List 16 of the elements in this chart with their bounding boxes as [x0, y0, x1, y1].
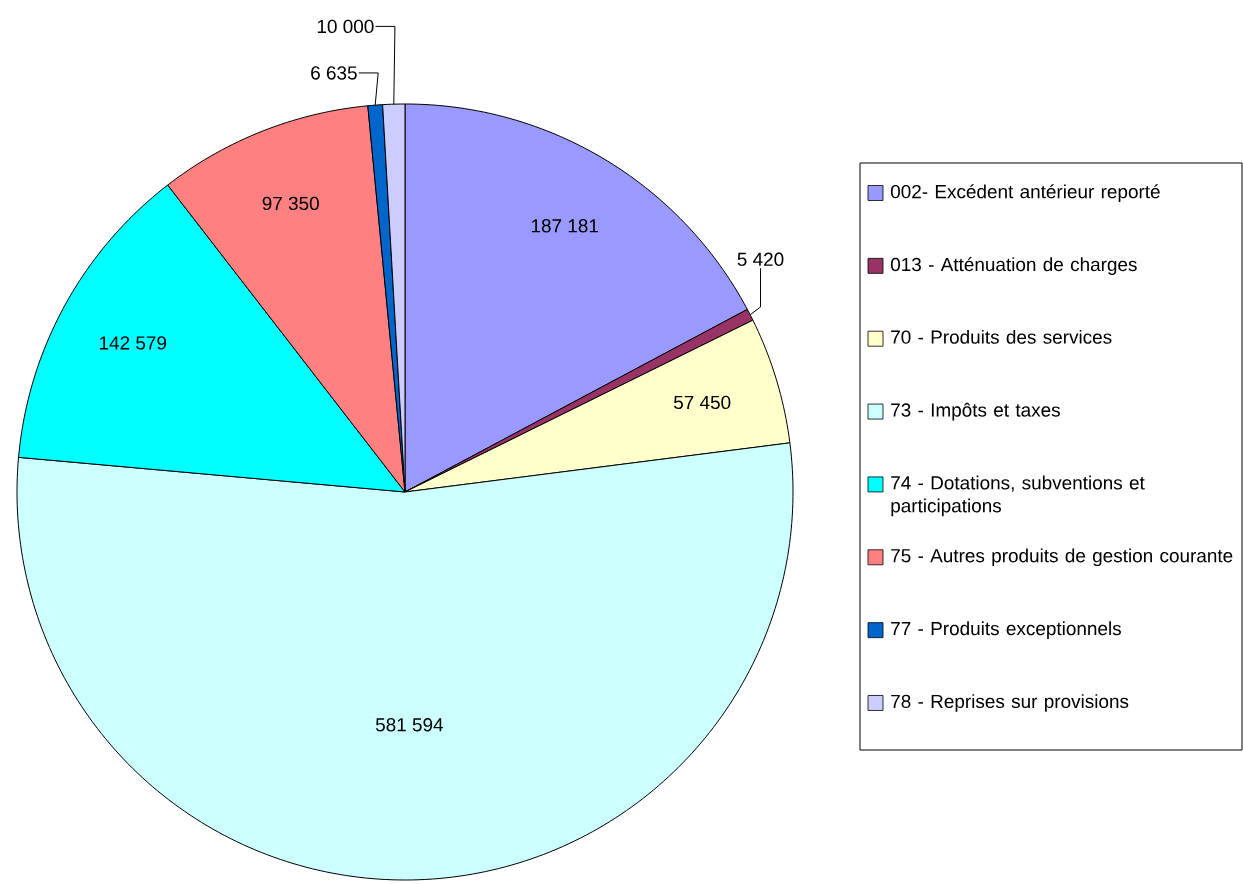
- legend-label: 70 - Produits des services: [891, 329, 1112, 344]
- data-label: 57 450: [673, 395, 731, 410]
- legend-label: 002- Excédent antérieur reporté: [890, 184, 1160, 203]
- legend-label: 74 - Dotations, subventions et participations: [891, 475, 1145, 517]
- data-label: 581 594: [375, 718, 443, 732]
- data-label: 187 181: [531, 219, 598, 233]
- data-label: 5 420: [737, 252, 784, 267]
- data-label: 10 000: [317, 19, 374, 34]
- legend-label: 75 - Autres produits de gestion courante: [891, 548, 1233, 567]
- legend-label: 013 - Atténuation de charges: [890, 257, 1137, 275]
- legend-label: 73 - Impôts et taxes: [891, 402, 1060, 421]
- data-label: 97 350: [262, 196, 319, 211]
- legend-label: 78 - Reprises sur provisions: [891, 694, 1129, 712]
- data-label: 6 635: [311, 66, 357, 80]
- legend-label: 77 - Produits exceptionnels: [891, 621, 1121, 639]
- data-label: 142 579: [99, 336, 167, 350]
